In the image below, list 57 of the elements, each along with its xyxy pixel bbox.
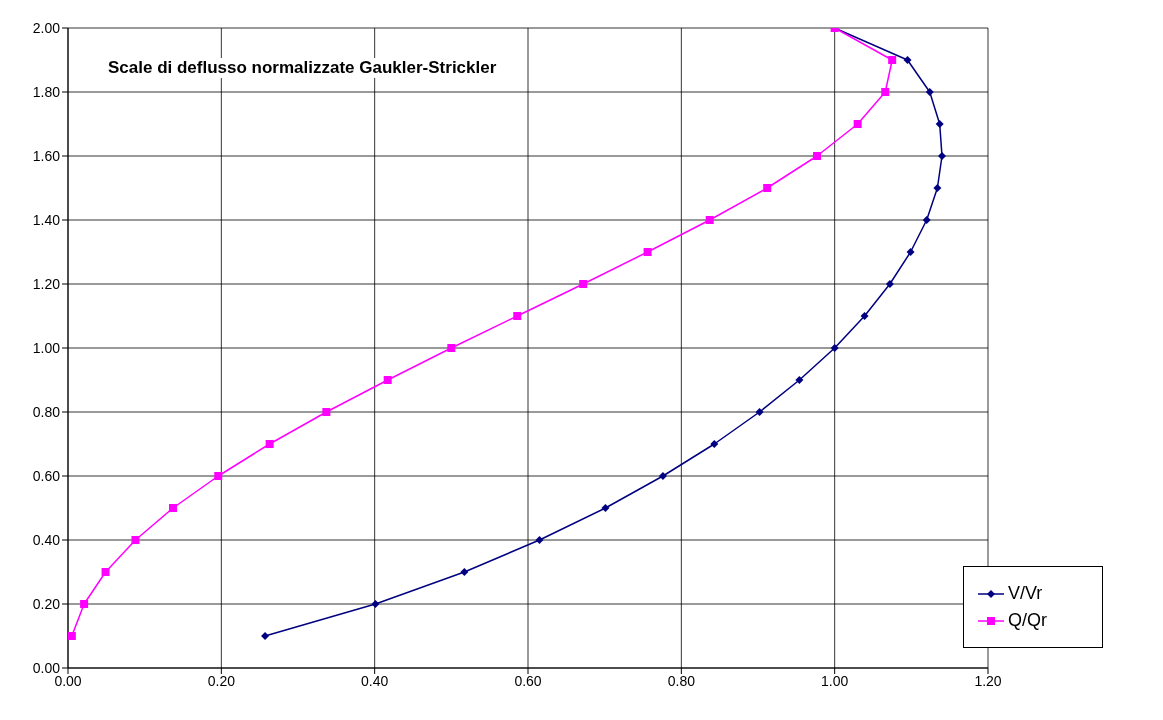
x-tick-label: 0.60 [514,672,542,689]
x-tick-label: 0.40 [361,672,389,689]
point [710,440,719,448]
y-tick-label: 1.00 [32,339,61,356]
point [658,472,667,480]
x-tick-label: 0.20 [207,672,236,689]
point [131,536,140,544]
text: Scale di deflusso normalizzate Gaukler-Strickler [106,58,499,78]
y-tick-label: 2.00 [32,19,61,36]
point [903,56,912,64]
point [906,248,915,256]
legend-label: Q/Qr [1008,610,1047,631]
point [214,472,223,480]
point [933,184,942,192]
point [579,280,588,288]
point [922,216,931,224]
y-tick-label: 1.40 [32,211,61,228]
y-tick-label: 0.60 [32,467,61,484]
point [643,248,652,256]
y-tick-label: 1.20 [32,275,61,292]
point [763,184,772,192]
point [169,504,178,512]
point [705,216,714,224]
y-tick-label: 0.20 [32,595,61,612]
point [830,344,839,352]
legend-label: V/Vr [1008,583,1043,604]
y-tick-label: 0.80 [32,403,61,420]
point [513,312,522,320]
point [535,536,544,544]
point [860,312,869,320]
point [881,88,890,96]
point [795,376,804,384]
point [460,568,469,576]
point [755,408,764,416]
point [371,600,380,608]
point [925,88,934,96]
point [853,120,862,128]
point [935,120,944,128]
point [68,632,76,640]
point [383,376,392,384]
y-tick-label: 1.80 [32,83,61,100]
x-tick-label: 1.20 [974,672,1002,689]
x-tick-label: 1.00 [821,672,849,689]
point [885,280,894,288]
point [322,408,331,416]
point [265,440,274,448]
point [447,344,456,352]
point [101,568,110,576]
point [938,152,946,160]
point [261,632,270,640]
point [601,504,610,512]
point [813,152,822,160]
x-tick-label: 0.80 [667,672,696,689]
y-tick-label: 1.60 [32,147,61,164]
point [888,56,897,64]
y-tick-label: 0.40 [32,531,61,548]
point [80,600,89,608]
